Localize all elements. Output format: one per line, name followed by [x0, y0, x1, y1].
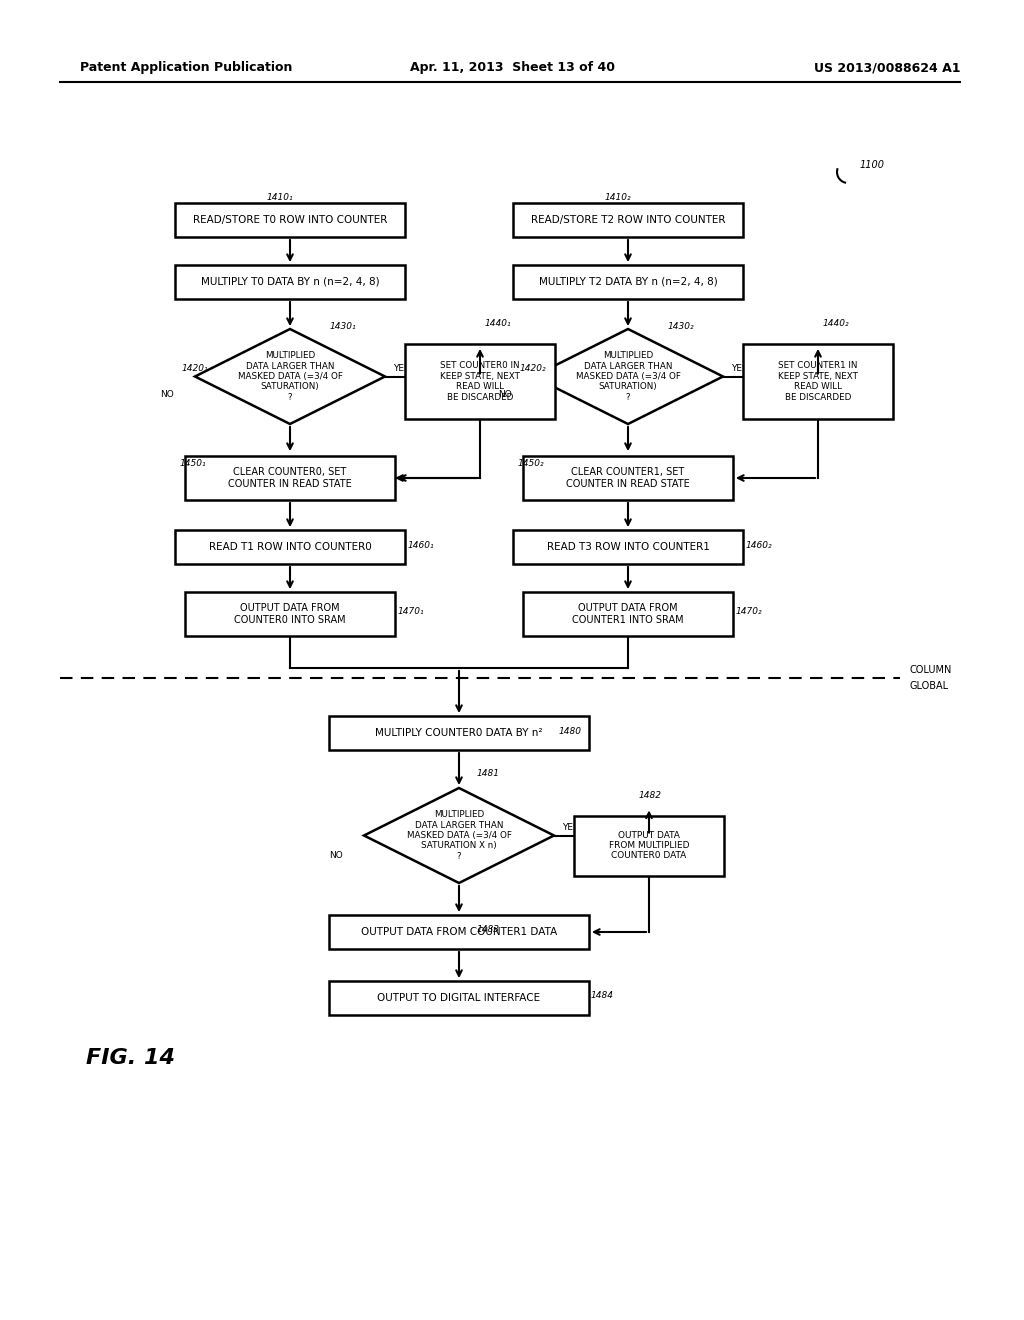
Text: NO: NO	[329, 851, 343, 861]
Text: MULTIPLIED
DATA LARGER THAN
MASKED DATA (=3/4 OF
SATURATION X n)
?: MULTIPLIED DATA LARGER THAN MASKED DATA …	[407, 810, 511, 861]
Text: 1420₁: 1420₁	[181, 364, 208, 374]
Text: 1470₁: 1470₁	[398, 607, 425, 616]
Text: COLUMN: COLUMN	[910, 665, 952, 675]
Text: 1100: 1100	[860, 160, 885, 170]
Bar	[574, 816, 724, 875]
Bar	[329, 715, 589, 750]
Text: 1440₂: 1440₂	[823, 319, 850, 329]
Bar	[329, 915, 589, 949]
Text: OUTPUT TO DIGITAL INTERFACE: OUTPUT TO DIGITAL INTERFACE	[378, 993, 541, 1003]
Text: 1481: 1481	[477, 770, 500, 779]
Text: YES: YES	[731, 364, 748, 374]
Text: OUTPUT DATA FROM
COUNTER1 INTO SRAM: OUTPUT DATA FROM COUNTER1 INTO SRAM	[572, 603, 684, 624]
Text: READ T3 ROW INTO COUNTER1: READ T3 ROW INTO COUNTER1	[547, 543, 710, 552]
Text: 1460₂: 1460₂	[746, 540, 773, 549]
Text: MULTIPLIED
DATA LARGER THAN
MASKED DATA (=3/4 OF
SATURATION)
?: MULTIPLIED DATA LARGER THAN MASKED DATA …	[575, 351, 680, 401]
Polygon shape	[364, 788, 554, 883]
Text: YES: YES	[393, 364, 410, 374]
Bar	[175, 265, 406, 300]
Text: 1450₂: 1450₂	[518, 459, 545, 469]
Text: CLEAR COUNTER0, SET
COUNTER IN READ STATE: CLEAR COUNTER0, SET COUNTER IN READ STAT…	[228, 467, 352, 488]
Text: 1484: 1484	[591, 991, 614, 1001]
Bar	[185, 591, 395, 636]
Text: 1430₂: 1430₂	[668, 322, 694, 331]
Text: 1450₁: 1450₁	[180, 459, 207, 469]
Text: Apr. 11, 2013  Sheet 13 of 40: Apr. 11, 2013 Sheet 13 of 40	[410, 62, 614, 74]
Text: OUTPUT DATA
FROM MULTIPLIED
COUNTER0 DATA: OUTPUT DATA FROM MULTIPLIED COUNTER0 DAT…	[608, 830, 689, 861]
Bar	[743, 345, 893, 418]
Text: MULTIPLY COUNTER0 DATA BY n²: MULTIPLY COUNTER0 DATA BY n²	[375, 729, 543, 738]
Bar	[513, 265, 743, 300]
Text: CLEAR COUNTER1, SET
COUNTER IN READ STATE: CLEAR COUNTER1, SET COUNTER IN READ STAT…	[566, 467, 690, 488]
Text: 1460₁: 1460₁	[408, 540, 434, 549]
Polygon shape	[534, 329, 723, 424]
Bar	[523, 455, 733, 500]
Text: 1482: 1482	[639, 792, 662, 800]
Text: YES: YES	[562, 822, 579, 832]
Text: 1420₂: 1420₂	[520, 364, 547, 374]
Text: 1480: 1480	[559, 726, 582, 735]
Bar	[185, 455, 395, 500]
Text: 1440₁: 1440₁	[485, 319, 512, 329]
Text: MULTIPLY T2 DATA BY n (n=2, 4, 8): MULTIPLY T2 DATA BY n (n=2, 4, 8)	[539, 277, 718, 286]
Bar	[175, 203, 406, 238]
Text: MULTIPLIED
DATA LARGER THAN
MASKED DATA (=3/4 OF
SATURATION)
?: MULTIPLIED DATA LARGER THAN MASKED DATA …	[238, 351, 342, 401]
Bar	[175, 531, 406, 564]
Text: 1483: 1483	[477, 925, 500, 935]
Text: 1430₁: 1430₁	[330, 322, 356, 331]
Text: MULTIPLY T0 DATA BY n (n=2, 4, 8): MULTIPLY T0 DATA BY n (n=2, 4, 8)	[201, 277, 379, 286]
Bar	[406, 345, 555, 418]
Text: 1470₂: 1470₂	[736, 607, 763, 616]
Text: READ/STORE T0 ROW INTO COUNTER: READ/STORE T0 ROW INTO COUNTER	[193, 215, 387, 224]
Bar	[513, 531, 743, 564]
Bar	[523, 591, 733, 636]
Text: SET COUNTER1 IN
KEEP STATE, NEXT
READ WILL
BE DISCARDED: SET COUNTER1 IN KEEP STATE, NEXT READ WI…	[778, 362, 858, 401]
Bar	[513, 203, 743, 238]
Text: OUTPUT DATA FROM COUNTER1 DATA: OUTPUT DATA FROM COUNTER1 DATA	[360, 927, 557, 937]
Polygon shape	[195, 329, 385, 424]
Text: GLOBAL: GLOBAL	[910, 681, 949, 690]
Text: NO: NO	[498, 389, 512, 399]
Text: 1410₁: 1410₁	[266, 194, 293, 202]
Text: OUTPUT DATA FROM
COUNTER0 INTO SRAM: OUTPUT DATA FROM COUNTER0 INTO SRAM	[234, 603, 346, 624]
Text: SET COUNTER0 IN
KEEP STATE, NEXT
READ WILL
BE DISCARDED: SET COUNTER0 IN KEEP STATE, NEXT READ WI…	[440, 362, 520, 401]
Text: READ/STORE T2 ROW INTO COUNTER: READ/STORE T2 ROW INTO COUNTER	[530, 215, 725, 224]
Text: 1410₂: 1410₂	[605, 194, 632, 202]
Text: Patent Application Publication: Patent Application Publication	[80, 62, 293, 74]
Text: READ T1 ROW INTO COUNTER0: READ T1 ROW INTO COUNTER0	[209, 543, 372, 552]
Text: US 2013/0088624 A1: US 2013/0088624 A1	[813, 62, 961, 74]
Text: NO: NO	[160, 389, 174, 399]
Text: FIG. 14: FIG. 14	[85, 1048, 174, 1068]
Bar	[329, 981, 589, 1015]
